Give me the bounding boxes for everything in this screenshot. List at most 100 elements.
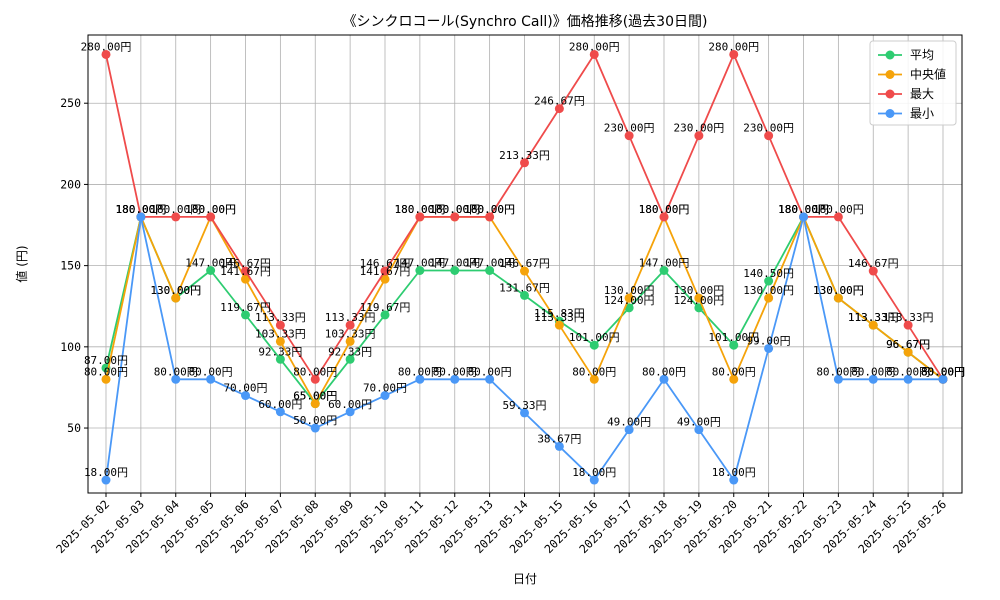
data-point xyxy=(520,158,529,168)
data-label: 80.00円 xyxy=(433,365,477,378)
data-label: 180.00円 xyxy=(395,203,446,216)
data-label: 180.00円 xyxy=(185,203,236,216)
data-label: 180.00円 xyxy=(185,203,236,216)
data-label: 213.33円 xyxy=(499,149,550,162)
data-label: 280.00円 xyxy=(81,40,132,53)
data-label: 119.67円 xyxy=(220,301,271,314)
data-label: 103.33円 xyxy=(325,327,376,340)
series-lines xyxy=(101,49,948,485)
data-point xyxy=(589,49,599,59)
data-label: 59.33円 xyxy=(502,399,546,412)
data-point xyxy=(206,265,216,275)
legend-marker xyxy=(885,70,895,79)
data-point xyxy=(171,374,181,384)
data-point xyxy=(624,425,634,435)
data-label: 147.00円 xyxy=(185,256,236,269)
x-axis-ticks: 2025-05-022025-05-032025-05-042025-05-05… xyxy=(53,493,949,556)
data-point xyxy=(171,212,181,222)
data-point xyxy=(101,475,111,485)
data-label: 50.00円 xyxy=(293,414,337,427)
data-point xyxy=(485,374,495,384)
data-label: 113.33円 xyxy=(848,311,899,324)
chart-title: 《シンクロコール(Synchro Call)》価格推移(過去30日間) xyxy=(343,14,708,30)
data-point xyxy=(729,475,739,485)
data-label: 230.00円 xyxy=(604,122,655,135)
data-label: 130.00円 xyxy=(150,284,201,297)
data-label: 124.00円 xyxy=(604,294,655,307)
data-label: 80.00円 xyxy=(293,365,337,378)
data-label: 146.67円 xyxy=(848,257,899,270)
data-point xyxy=(380,266,390,276)
data-label: 113.33円 xyxy=(534,311,585,324)
data-label: 180.00円 xyxy=(116,203,167,216)
data-label: 87.00円 xyxy=(84,354,128,367)
data-point xyxy=(764,343,774,353)
data-label: 80.00円 xyxy=(886,365,930,378)
data-point xyxy=(450,374,460,384)
data-point xyxy=(485,265,495,275)
data-label: 70.00円 xyxy=(363,382,407,395)
data-label: 131.67円 xyxy=(499,281,550,294)
data-label: 147.00円 xyxy=(429,256,480,269)
y-tick-label: 150 xyxy=(60,259,81,273)
data-point xyxy=(345,354,355,364)
data-point xyxy=(345,320,355,330)
data-label: 38.67円 xyxy=(537,432,581,445)
data-label: 113.33円 xyxy=(255,311,306,324)
data-label: 101.00円 xyxy=(569,331,620,344)
y-axis-title: 値 (円) xyxy=(14,245,29,282)
data-label: 180.00円 xyxy=(778,203,829,216)
data-label: 119.67円 xyxy=(360,301,411,314)
data-label: 180.00円 xyxy=(150,203,201,216)
data-label: 130.00円 xyxy=(813,284,864,297)
legend-marker xyxy=(885,89,895,99)
data-point xyxy=(415,212,425,222)
data-label: 180.00円 xyxy=(639,203,690,216)
data-point xyxy=(624,293,634,303)
data-point xyxy=(694,293,704,303)
data-label: 80.00円 xyxy=(921,365,965,378)
legend-marker xyxy=(885,50,895,60)
data-point xyxy=(903,320,913,330)
legend-label: 中央値 xyxy=(910,67,946,82)
data-point xyxy=(659,212,669,222)
data-point xyxy=(310,399,320,409)
data-point xyxy=(624,131,634,141)
data-label: 280.00円 xyxy=(708,40,759,53)
data-point xyxy=(554,441,564,451)
legend-marker xyxy=(885,109,895,118)
data-point xyxy=(554,104,564,114)
series-3 xyxy=(101,212,948,485)
legend-label: 最大 xyxy=(910,87,934,101)
data-label: 80.00円 xyxy=(398,365,442,378)
data-point xyxy=(345,407,355,417)
data-label: 130.00円 xyxy=(813,284,864,297)
data-label: 92.33円 xyxy=(258,345,302,358)
data-label: 18.00円 xyxy=(712,466,756,479)
data-label: 230.00円 xyxy=(743,122,794,135)
data-point xyxy=(136,212,146,222)
data-label: 96.67円 xyxy=(886,338,930,351)
data-point xyxy=(868,320,878,330)
data-point xyxy=(833,212,843,222)
data-label: 146.67円 xyxy=(499,257,550,270)
data-label: 180.00円 xyxy=(813,203,864,216)
data-point xyxy=(310,423,320,433)
data-label: 146.67円 xyxy=(220,257,271,270)
data-label: 180.00円 xyxy=(429,203,480,216)
data-label: 80.00円 xyxy=(851,365,895,378)
data-label: 49.00円 xyxy=(677,416,721,429)
data-point xyxy=(729,49,739,59)
data-label: 146.67円 xyxy=(360,257,411,270)
data-label: 124.00円 xyxy=(674,294,725,307)
data-label: 180.00円 xyxy=(395,203,446,216)
data-label: 180.00円 xyxy=(429,203,480,216)
data-point xyxy=(275,336,285,346)
data-point xyxy=(450,265,460,275)
data-point xyxy=(729,374,739,384)
data-label: 140.50円 xyxy=(743,267,794,280)
data-label: 80.00円 xyxy=(572,365,616,378)
data-label: 113.33円 xyxy=(848,311,899,324)
data-label: 60.00円 xyxy=(258,398,302,411)
